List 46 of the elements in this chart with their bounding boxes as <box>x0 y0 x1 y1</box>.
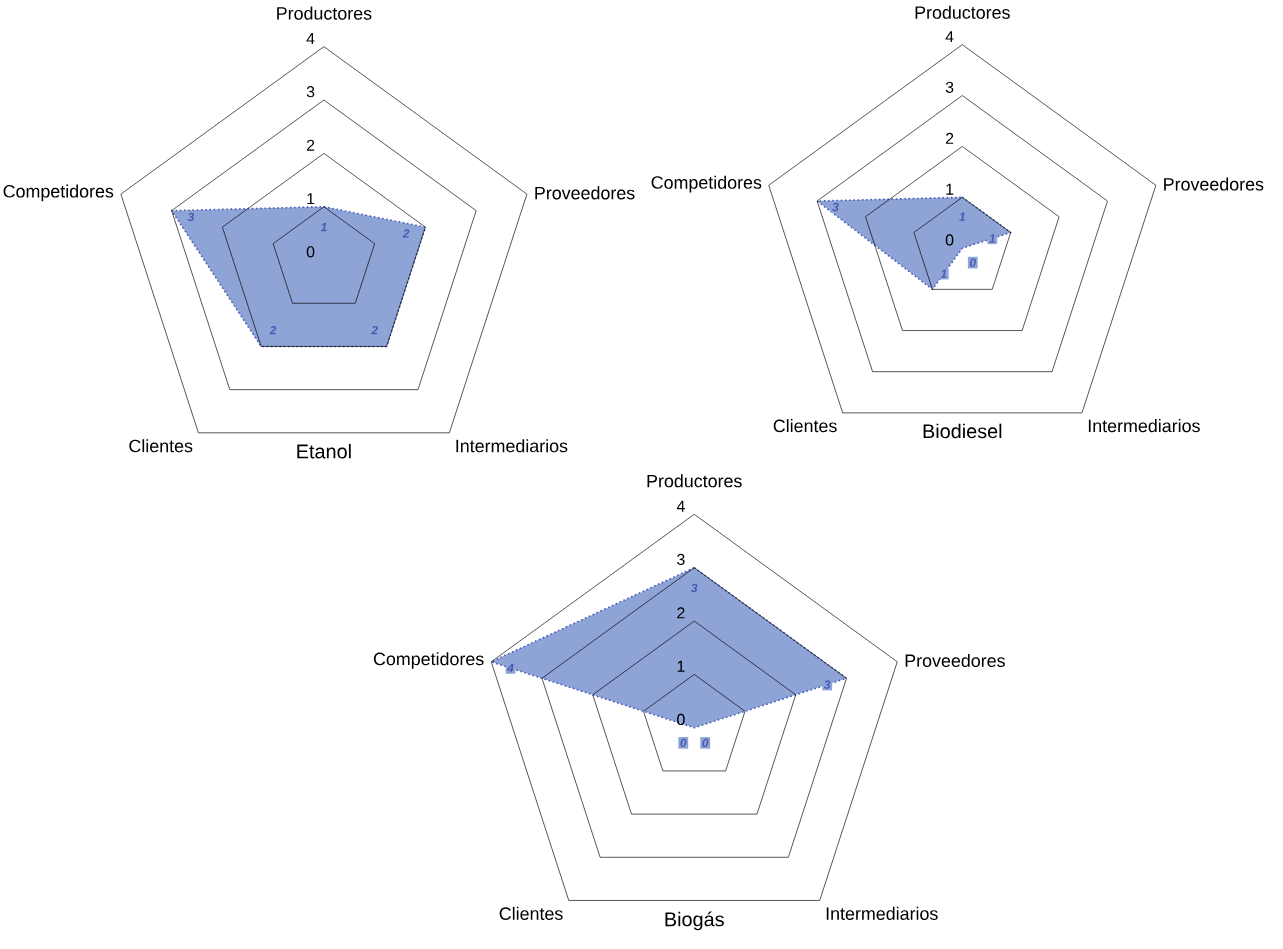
data-label: 3 <box>691 583 698 593</box>
data-label: 1 <box>959 212 965 221</box>
data-label: 1 <box>989 234 995 243</box>
y-tick-label: 2 <box>306 139 315 151</box>
spoke-label: Intermediarios <box>456 439 568 453</box>
data-label: 2 <box>269 325 277 335</box>
y-tick-label: 4 <box>945 31 954 42</box>
data-label: 0 <box>969 258 976 267</box>
y-tick-label: 1 <box>946 183 954 195</box>
spoke-label: Productores <box>277 6 372 20</box>
spoke-label: Clientes <box>129 439 193 453</box>
data-label: 2 <box>402 229 410 238</box>
spoke-label: Clientes <box>499 906 563 920</box>
y-tick-label: 3 <box>306 86 315 98</box>
data-label: 0 <box>702 738 709 748</box>
spoke-label: Clientes <box>773 419 837 433</box>
y-tick-label: 2 <box>677 607 685 619</box>
data-label: 1 <box>320 222 327 232</box>
spoke-label: Productores <box>915 5 1010 19</box>
spoke-label: Productores <box>647 474 742 488</box>
data-label: 4 <box>506 663 514 673</box>
text: Etanol <box>297 443 351 459</box>
y-tick-label: 1 <box>677 660 685 672</box>
spoke-label: Intermediarios <box>826 906 938 920</box>
data-label: 3 <box>823 680 831 689</box>
spoke-label: Competidores <box>373 652 484 669</box>
y-tick-label: 4 <box>306 33 315 44</box>
spoke-label: Proveedores <box>1164 177 1264 191</box>
y-tick-label: 1 <box>307 193 315 205</box>
text: Biodiesel <box>923 423 1002 439</box>
y-tick-label: 4 <box>676 500 685 512</box>
spoke-label: Proveedores <box>905 653 1005 667</box>
spoke-label: Proveedores <box>535 186 635 200</box>
text: Biogás <box>665 911 724 931</box>
y-tick-label: 3 <box>945 81 954 93</box>
y-tick-label: 0 <box>945 234 954 246</box>
y-tick-label: 3 <box>677 553 685 565</box>
spoke-label: Intermediarios <box>1088 419 1200 433</box>
data-label: 2 <box>371 325 378 335</box>
y-tick-label: 2 <box>945 132 954 144</box>
data-label: 3 <box>187 212 195 222</box>
y-tick-label: 0 <box>677 713 685 726</box>
y-tick-label: 0 <box>306 246 315 258</box>
spoke-label: Competidores <box>3 184 114 202</box>
data-label: 3 <box>832 202 839 212</box>
spoke-label: Competidores <box>651 175 762 193</box>
